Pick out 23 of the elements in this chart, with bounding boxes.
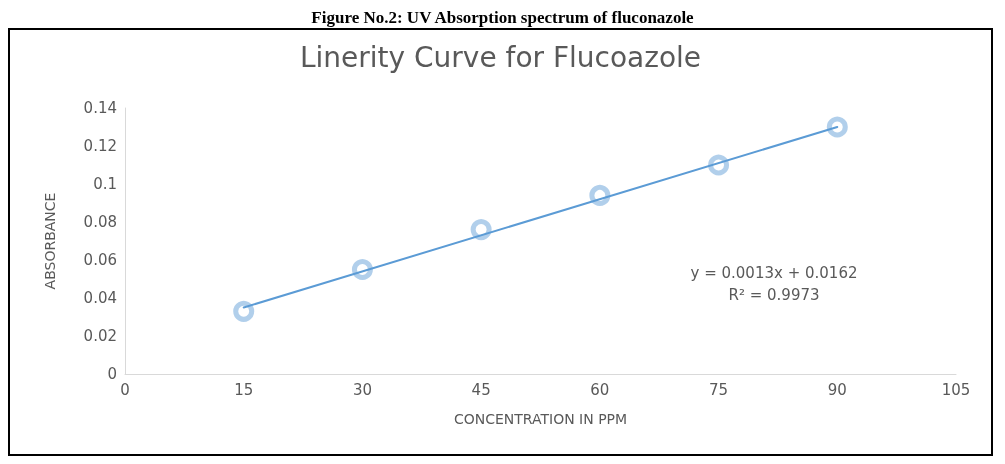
y-tick-label: 0.04 — [83, 289, 117, 307]
x-tick-label: 90 — [827, 380, 847, 399]
y-tick-label: 0.02 — [83, 327, 117, 345]
annotation: y = 0.0013x + 0.0162 R² = 0.9973 — [690, 264, 858, 304]
y-tick-label: 0 — [107, 365, 117, 383]
x-tick-label: 30 — [352, 380, 372, 399]
y-axis-title: ABSORBANCE — [42, 192, 58, 290]
text: Figure No.2: UV Absorption spectrum of fluconazole — [310, 8, 695, 28]
y-tick-label: 0.14 — [83, 99, 117, 117]
point — [826, 116, 848, 138]
y-tick-label: 0.08 — [83, 213, 117, 231]
point — [233, 300, 255, 322]
x-tick-label: 45 — [471, 380, 491, 399]
x-tick-label: 75 — [709, 380, 729, 399]
x-tick-label: 105 — [941, 380, 971, 399]
y-tick-label: 0.06 — [83, 251, 117, 269]
x-tick-label: 0 — [120, 380, 130, 399]
x-tick-label: 15 — [234, 380, 254, 399]
y-tick-label: 0.1 — [93, 175, 117, 193]
chart-title: Linerity Curve for Flucoazole — [299, 40, 702, 74]
x-axis-title: CONCENTRATION IN PPM — [453, 411, 628, 427]
x-tick-label: 60 — [590, 380, 610, 399]
y-tick-label: 0.12 — [83, 137, 117, 155]
